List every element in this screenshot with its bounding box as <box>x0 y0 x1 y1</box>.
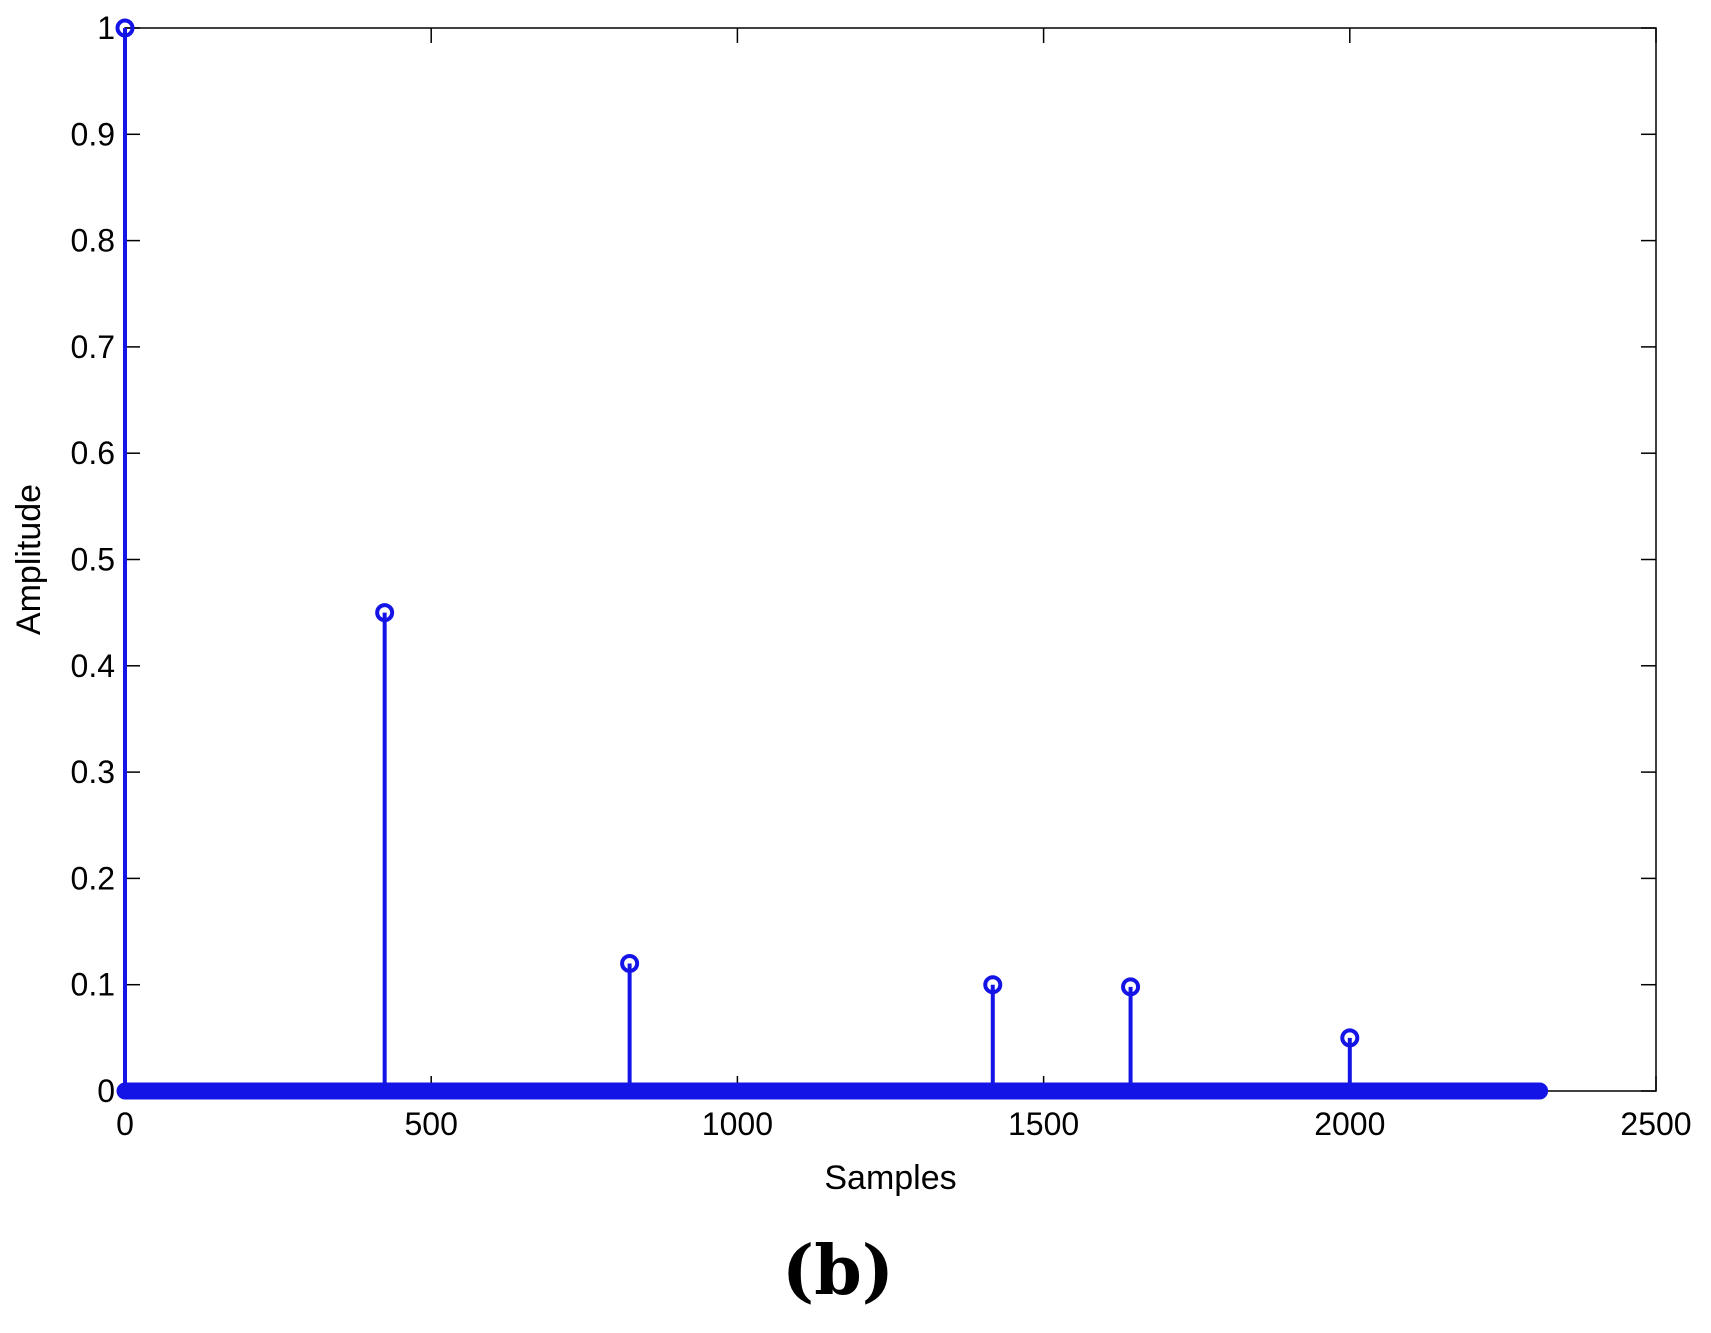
y-tick-label: 0 <box>97 1073 115 1109</box>
tick-labels: 0 500 1000 1500 2000 2500 0 0.1 0.2 0.3 0.4 0.5 0.6 0… <box>71 10 1692 1142</box>
stems <box>115 18 1360 1091</box>
x-tick-label: 500 <box>405 1106 458 1142</box>
y-axis-label: Amplitude <box>10 484 48 635</box>
y-tick-label: 0.4 <box>71 648 115 684</box>
stem-marker <box>620 953 640 973</box>
x-tick-label: 2000 <box>1314 1106 1385 1142</box>
y-tick-label: 0.1 <box>71 967 115 1003</box>
y-tick-label: 1 <box>97 10 115 46</box>
stem-marker <box>983 975 1003 995</box>
y-tick-label: 0.6 <box>71 435 115 471</box>
y-tick-label: 0.9 <box>71 116 115 152</box>
stem-marker <box>1121 977 1141 997</box>
stem-marker <box>375 603 395 623</box>
axis-ticks <box>124 27 1657 1092</box>
axes-box <box>124 27 1657 1092</box>
plot-area <box>124 27 1657 1092</box>
x-tick-label: 0 <box>116 1106 134 1142</box>
y-tick-label: 0.5 <box>71 542 115 578</box>
x-tick-label: 1500 <box>1008 1106 1079 1142</box>
stem-marker <box>1340 1028 1360 1048</box>
y-tick-label: 0.3 <box>71 754 115 790</box>
x-axis-label: Samples <box>824 1159 956 1197</box>
stem-marker <box>115 18 135 38</box>
x-tick-label: 2500 <box>1620 1106 1691 1142</box>
y-tick-label: 0.8 <box>71 223 115 259</box>
panel-label: (b) <box>782 1231 894 1311</box>
y-tick-label: 0.7 <box>71 329 115 365</box>
y-tick-label: 0.2 <box>71 860 115 896</box>
x-tick-label: 1000 <box>702 1106 773 1142</box>
